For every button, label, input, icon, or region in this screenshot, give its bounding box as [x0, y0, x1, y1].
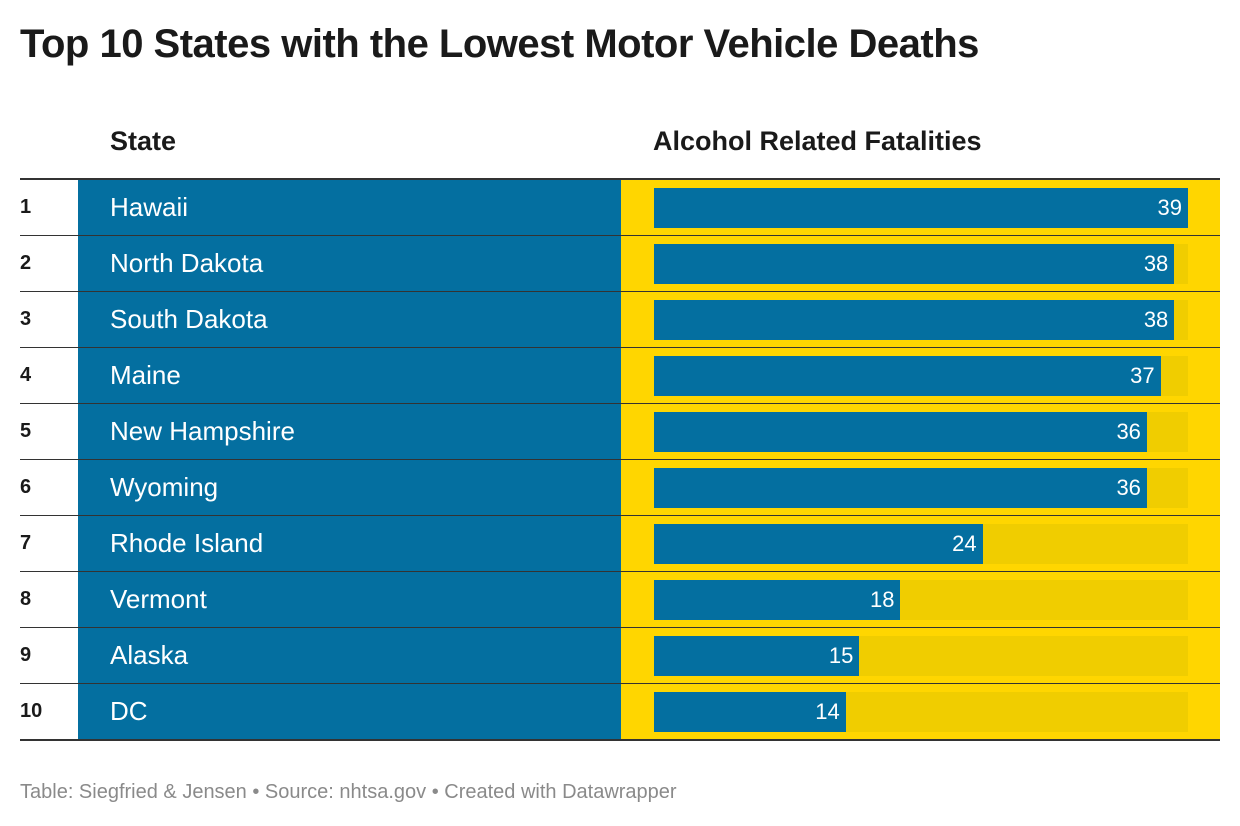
- state-name: Wyoming: [110, 472, 219, 502]
- value-cell: 38: [621, 236, 1220, 291]
- bar-track: 15: [654, 636, 1188, 676]
- state-name: Hawaii: [110, 192, 189, 222]
- state-cell: Alaska: [78, 628, 621, 683]
- chart-title: Top 10 States with the Lowest Motor Vehi…: [20, 22, 979, 66]
- column-header-alcohol-fatalities: Alcohol Related Fatalities: [653, 126, 982, 156]
- table-row: 7 Rhode Island 24: [20, 516, 1220, 572]
- bar: 24: [654, 524, 983, 564]
- bar-track: 24: [654, 524, 1188, 564]
- bar: 36: [654, 412, 1147, 452]
- rank-number: 1: [20, 196, 32, 218]
- bar-value-label: 14: [815, 699, 840, 724]
- state-name: Maine: [110, 360, 181, 390]
- bar-value-label: 38: [1143, 307, 1169, 332]
- value-cell: 24: [621, 516, 1220, 571]
- bar: 14: [654, 692, 846, 732]
- state-cell: Wyoming: [78, 460, 621, 515]
- bar-track: 36: [654, 412, 1188, 452]
- table-row: 4 Maine 37: [20, 348, 1220, 404]
- value-cell: 14: [621, 684, 1220, 739]
- bar-value-label: 15: [828, 643, 854, 668]
- rank-number: 10: [20, 700, 43, 722]
- value-cell: 37: [621, 348, 1220, 403]
- value-cell: 36: [621, 460, 1220, 515]
- state-cell: Rhode Island: [78, 516, 621, 571]
- bar-value-label: 38: [1143, 251, 1169, 276]
- bar-value-label: 36: [1116, 475, 1141, 500]
- bar: 39: [654, 188, 1188, 228]
- data-table: 1 Hawaii 39 2 North Dakota 38 3 South Dakota 38 4…: [20, 178, 1220, 741]
- bar-value-label: 18: [869, 587, 895, 612]
- state-name: South Dakota: [110, 304, 268, 334]
- state-cell: Vermont: [78, 572, 621, 627]
- state-name: DC: [110, 696, 148, 726]
- bar-track: 14: [654, 692, 1188, 732]
- rank-number: 4: [20, 364, 32, 386]
- bar-value-label: 37: [1130, 363, 1155, 388]
- table-row: 5 New Hampshire 36: [20, 404, 1220, 460]
- table-row: 10 DC 14: [20, 684, 1220, 741]
- bar-track: 18: [654, 580, 1188, 620]
- column-header-state: State: [110, 126, 177, 156]
- state-cell: North Dakota: [78, 236, 621, 291]
- bar-value-label: 24: [952, 531, 977, 556]
- rank-number: 2: [20, 252, 32, 274]
- bar: 15: [654, 636, 860, 676]
- bar: 18: [654, 580, 901, 620]
- bar-value-label: 39: [1157, 195, 1182, 220]
- state-name: Rhode Island: [110, 528, 264, 558]
- state-cell: New Hampshire: [78, 404, 621, 459]
- state-name: New Hampshire: [110, 416, 295, 446]
- state-cell: DC: [78, 684, 621, 739]
- rank-number: 3: [20, 308, 32, 330]
- bar-track: 38: [654, 300, 1188, 340]
- bar-track: 37: [654, 356, 1188, 396]
- table-row: 2 North Dakota 38: [20, 236, 1220, 292]
- state-cell: South Dakota: [78, 292, 621, 347]
- bar-track: 36: [654, 468, 1188, 508]
- rank-number: 5: [20, 420, 32, 442]
- state-cell: Hawaii: [78, 180, 621, 235]
- bar-value-label: 36: [1116, 419, 1141, 444]
- state-name: North Dakota: [110, 248, 264, 278]
- value-cell: 15: [621, 628, 1220, 683]
- bar: 38: [654, 244, 1175, 284]
- rank-number: 9: [20, 644, 32, 666]
- table-row: 6 Wyoming 36: [20, 460, 1220, 516]
- rank-number: 7: [20, 532, 32, 554]
- table-row: 9 Alaska 15: [20, 628, 1220, 684]
- bar: 36: [654, 468, 1147, 508]
- bar: 37: [654, 356, 1161, 396]
- state-name: Alaska: [110, 640, 189, 670]
- state-name: Vermont: [110, 584, 207, 614]
- value-cell: 38: [621, 292, 1220, 347]
- value-cell: 36: [621, 404, 1220, 459]
- footer-credits: Table: Siegfried & Jensen • Source: nhts…: [20, 781, 677, 803]
- value-cell: 18: [621, 572, 1220, 627]
- table-row: 1 Hawaii 39: [20, 180, 1220, 236]
- value-cell: 39: [621, 180, 1220, 235]
- bar-track: 39: [654, 188, 1188, 228]
- rank-number: 6: [20, 476, 32, 498]
- state-cell: Maine: [78, 348, 621, 403]
- rank-number: 8: [20, 588, 32, 610]
- table-row: 3 South Dakota 38: [20, 292, 1220, 348]
- bar-track: 38: [654, 244, 1188, 284]
- table-row: 8 Vermont 18: [20, 572, 1220, 628]
- bar: 38: [654, 300, 1175, 340]
